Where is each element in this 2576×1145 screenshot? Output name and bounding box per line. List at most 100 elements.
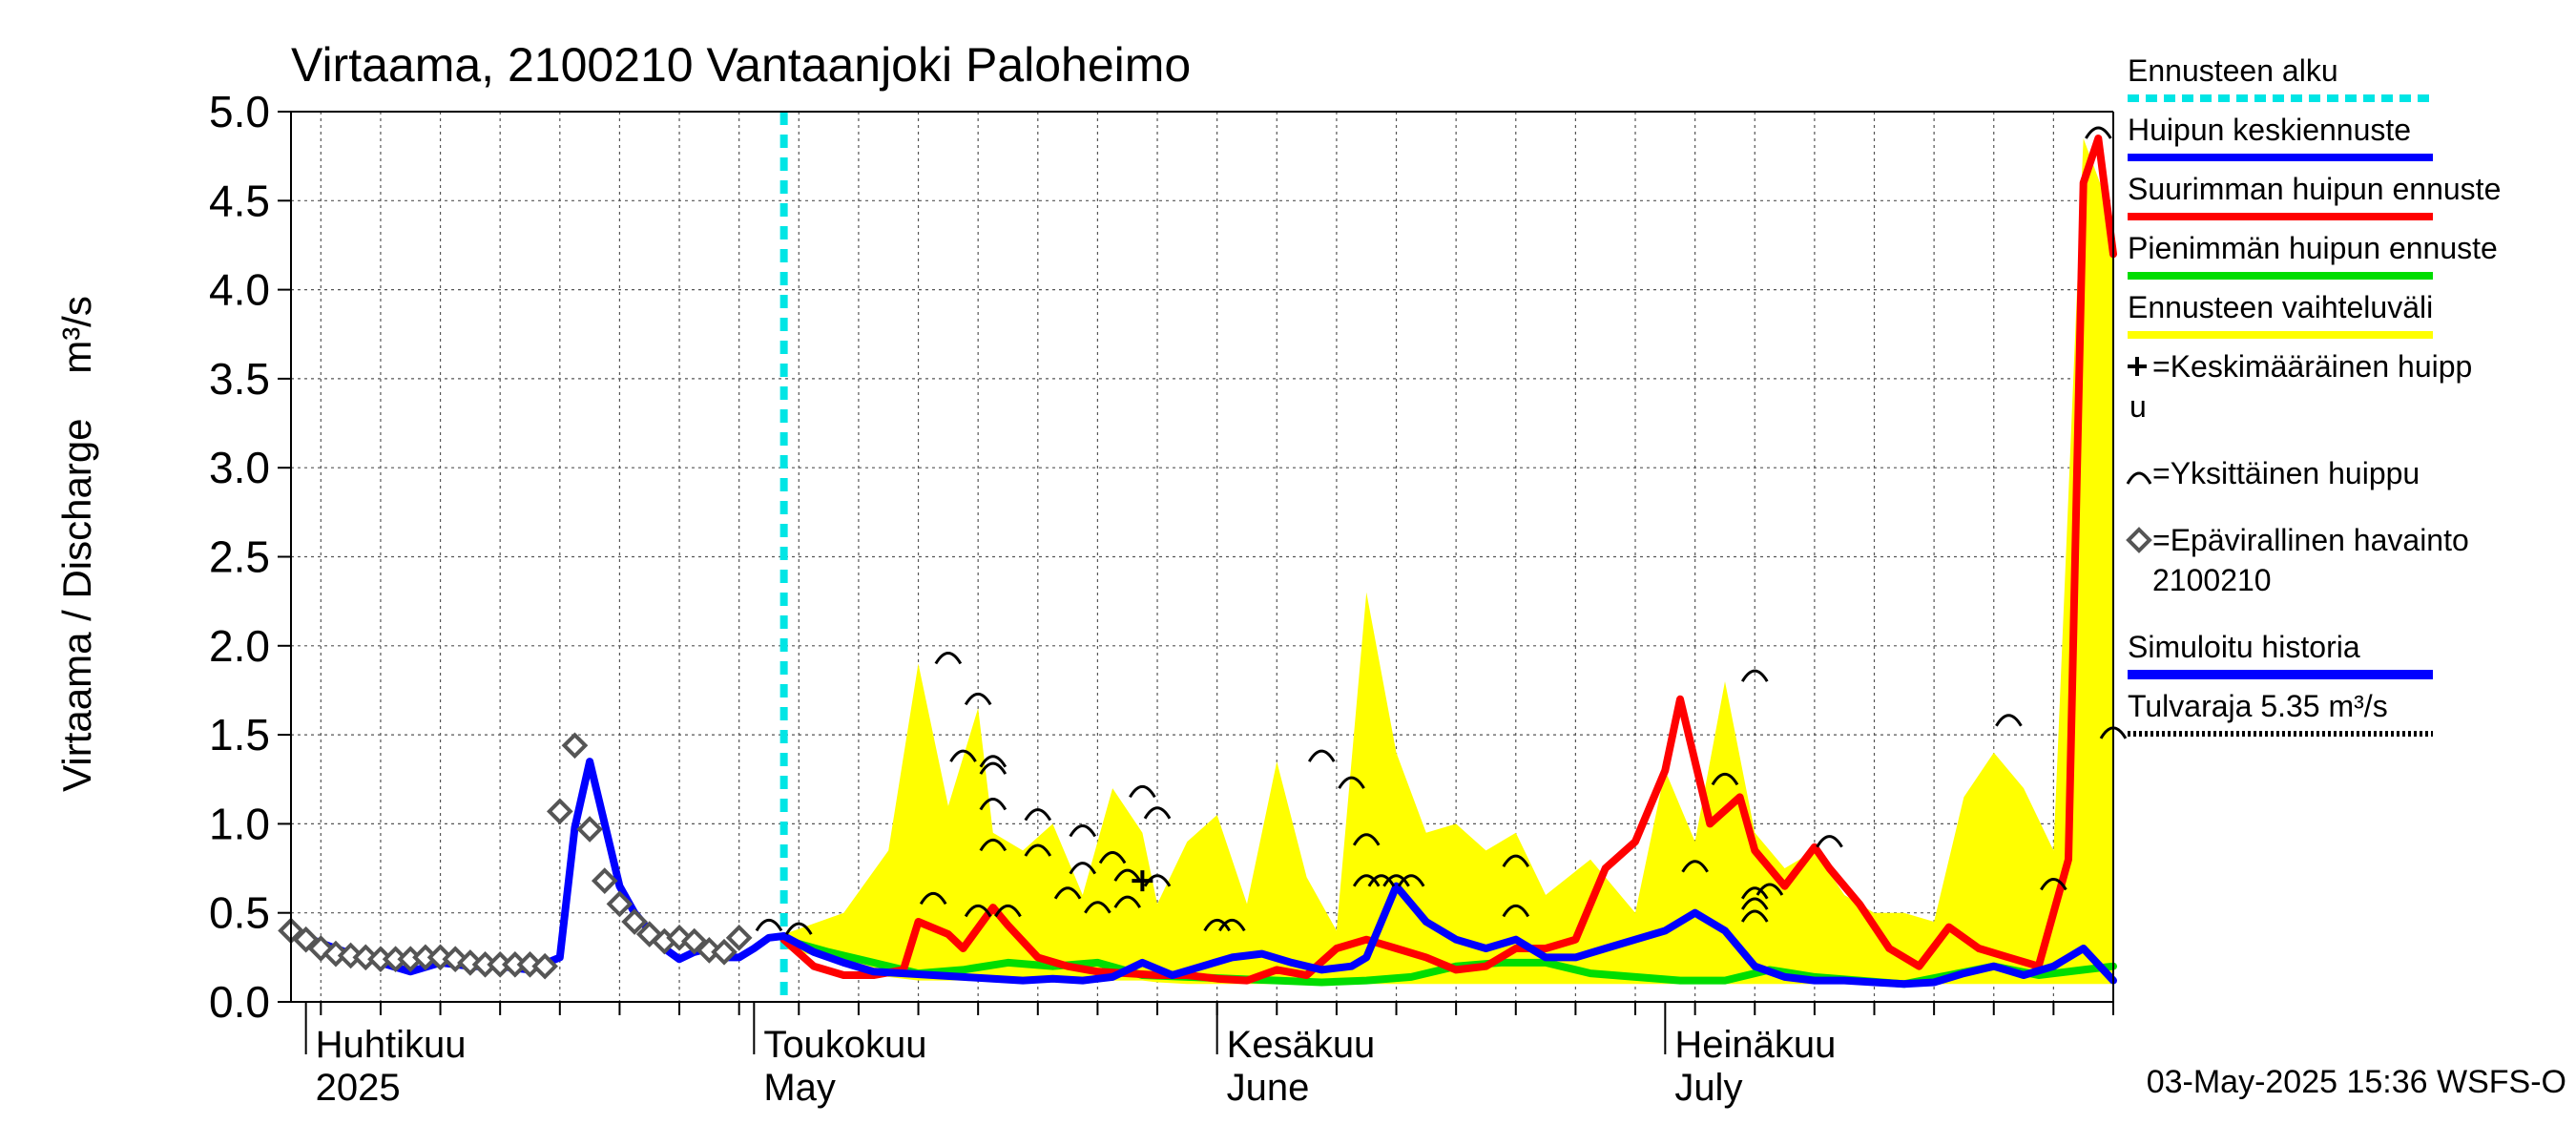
forecast-range-band [783,138,2113,985]
mean-peak-plus-marker [1132,870,1153,892]
legend-label: Huipun keskiennuste [2128,113,2411,147]
legend-plus-icon [2128,357,2147,376]
y-tick-label: 2.5 [209,532,270,582]
legend-item-flood: Tulvaraja 5.35 m³/s [2128,689,2433,737]
legend-label-line2: u [2129,389,2147,424]
observation-marker [635,921,663,947]
single-peak-marker [1397,874,1425,887]
legend-label: Ennusteen vaihteluväli [2128,290,2433,324]
observation-marker [576,816,603,843]
single-peak-marker [1053,886,1082,900]
single-peak-marker [1816,835,1843,848]
single-peak-marker [1129,784,1156,799]
single-peak-marker [1024,843,1052,857]
legend-item-history: Simuloitu historia [2128,630,2433,679]
month-label: Huhtikuu [316,1024,467,1066]
y-tick-label: 5.0 [209,87,270,136]
single-peak-marker [1995,714,2023,727]
month-label: Kesäkuu [1227,1024,1376,1066]
single-peak-marker [949,749,977,762]
legend-label: Tulvaraja 5.35 m³/s [2128,689,2388,723]
observation-marker [606,890,634,918]
single-peak-marker [979,755,1008,768]
legend-label-line2: 2100210 [2152,563,2272,597]
single-peak-marker [1203,918,1231,932]
single-peak-marker [1307,749,1336,762]
legend-item-mean-peak: Huipun keskiennuste [2128,113,2433,161]
y-tick-label: 0.5 [209,888,270,938]
month-label: Heinäkuu [1674,1024,1836,1066]
single-peak-marker [1502,854,1530,867]
single-peak-marker [1711,772,1739,786]
single-peak-marker [994,904,1022,918]
legend: Ennusteen alku Huipun keskiennuste Suurimm… [2126,53,2501,737]
single-peak-marker [1367,874,1396,887]
y-tick-label: 2.0 [209,621,270,671]
max-peak-forecast-line [779,135,2117,985]
legend-arc-icon [2126,471,2152,485]
single-peak-marker [1338,776,1365,789]
single-peak-marker [964,904,992,918]
single-peak-marker [1755,883,1784,896]
single-peak-marker [1740,909,1769,923]
single-peak-marker [1740,886,1769,900]
single-peak-marker [755,918,783,932]
observation-marker [680,927,708,955]
single-peak-marker [979,798,1008,811]
single-peak-marker [2085,126,2112,139]
chart-title: Virtaama, 2100210 Vantaanjoki Paloheimo [291,38,1191,92]
month-label: Toukokuu [763,1024,926,1066]
legend-label: =Yksittäinen huippu [2152,456,2420,490]
single-peak-marker [1382,874,1410,887]
observation-marker [322,940,349,968]
single-peak-marker [979,838,1008,852]
legend-item-forecast-start: Ennusteen alku [2128,53,2433,102]
single-peak-marker [1502,904,1530,918]
single-peak-marker [1113,868,1142,882]
single-peak-marker [1098,850,1127,864]
single-peak-marker [1681,860,1709,873]
observation-marker [531,952,558,980]
observation-marker [457,949,484,976]
single-peak-marker [785,922,813,935]
observation-marker [696,937,723,964]
observation-marker [442,946,469,973]
single-peak-marker [1069,862,1097,875]
legend-label: =Epävirallinen havainto [2152,523,2469,557]
legend-label: Ennusteen alku [2128,53,2338,88]
y-tick-label: 3.0 [209,443,270,492]
single-peak-marker [919,891,947,906]
y-tick-label: 4.5 [209,176,270,225]
month-sublabel: June [1227,1067,1310,1109]
axes: 0.0 0.5 1.0 1.5 2.0 2.5 3.0 3.5 4.0 4.5 5.0 Huhtiku… [209,87,2114,1109]
observation-marker [711,938,737,966]
legend-item-single-peak: =Yksittäinen huippu [2126,456,2420,490]
single-peak-marker [934,651,963,665]
single-peak-marker [1740,897,1769,910]
observation-marker [561,732,589,760]
single-peak-marker [2040,877,2067,891]
legend-item-range: Ennusteen vaihteluväli [2128,290,2433,339]
observation-marker [352,944,380,971]
footer-timestamp: 03-May-2025 15:36 WSFS-O [2147,1064,2566,1100]
month-sublabel: July [1674,1067,1742,1109]
legend-label: Suurimman huipun ennuste [2128,172,2501,206]
legend-item-mean-marker: =Keskimääräinen huippu [2128,349,2472,424]
single-peak-marker [1069,823,1097,838]
single-peak-marker [1084,901,1111,914]
month-sublabel: May [763,1067,836,1109]
observation-marker [546,798,573,825]
legend-item-observed: =Epävirallinen havainto 2100210 [2126,523,2469,597]
single-peak-marker [1143,806,1172,820]
single-peak-marker [1143,874,1172,887]
single-peak-marker [1218,918,1246,932]
observation-marker [621,908,648,935]
single-peak-marker [1113,895,1142,908]
y-tick-label: 4.0 [209,265,270,315]
legend-label: Pienimmän huipun ennuste [2128,231,2498,265]
single-peak-marker [1740,669,1769,682]
legend-diamond-icon [2126,527,2152,553]
legend-item-min-peak: Pienimmän huipun ennuste [2128,231,2498,280]
plot-area [278,112,2128,1002]
